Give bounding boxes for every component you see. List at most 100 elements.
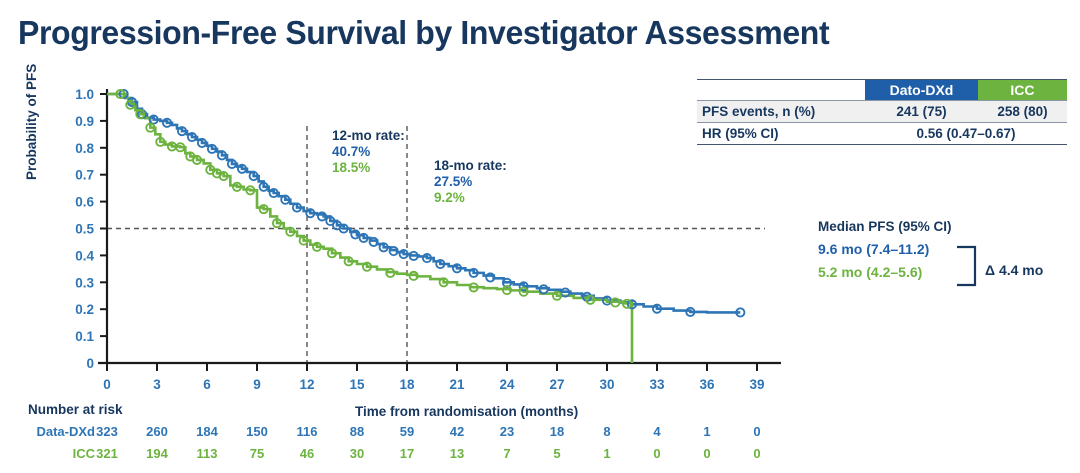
censor-mark — [145, 122, 156, 133]
stats-value-hr: 0.56 (0.47–0.67) — [865, 122, 1067, 145]
stats-header-icc: ICC — [977, 79, 1067, 101]
censor-mark — [685, 306, 696, 317]
median-pfs-head: Median PFS (95% CI) — [818, 219, 952, 234]
censor-mark — [421, 253, 433, 264]
risk-count: 13 — [449, 446, 465, 461]
censor-mark — [338, 223, 349, 234]
censor-mark — [231, 181, 243, 192]
censor-mark — [291, 202, 303, 213]
censor-mark — [438, 277, 449, 288]
median-pfs-icc: 5.2 mo (4.2–5.6) — [818, 264, 923, 280]
censor-mark — [245, 185, 256, 196]
censor-mark — [560, 287, 571, 298]
stats-row-label-hr: HR (95% CI) — [697, 122, 865, 145]
svg-text:39: 39 — [749, 377, 764, 392]
svg-text:0.5: 0.5 — [75, 222, 94, 237]
stats-table-header-row: Dato-DXd ICC — [697, 79, 1067, 101]
censor-mark — [316, 211, 328, 222]
table-row: ICC 321 194 113 75 46 30 17 13 7 5 1 0 0 0 — [0, 446, 800, 468]
censor-mark — [551, 290, 563, 301]
svg-text:6: 6 — [203, 377, 211, 392]
censor-mark — [361, 261, 373, 272]
annotation-12mo-dato: 40.7% — [332, 144, 371, 159]
risk-count: 260 — [146, 424, 168, 439]
censor-mark — [118, 88, 129, 100]
censor-mark — [408, 250, 419, 261]
svg-text:30: 30 — [599, 377, 614, 392]
censor-mark — [161, 117, 173, 128]
median-pfs-dato: 9.6 mo (7.4–11.2) — [818, 241, 930, 257]
censor-mark — [585, 294, 596, 305]
censor-mark — [485, 272, 496, 283]
risk-count: 0 — [753, 424, 761, 439]
page-title: Progression-Free Survival by Investigato… — [18, 14, 830, 51]
censor-mark — [216, 150, 228, 161]
censor-mark — [621, 298, 633, 309]
risk-count: 75 — [249, 446, 265, 461]
risk-count: 59 — [399, 424, 415, 439]
censor-mark — [248, 170, 259, 182]
risk-count: 0 — [753, 446, 761, 461]
annotation-12mo-rate: 12-mo rate: 40.7% 18.5% — [332, 128, 405, 176]
svg-text:18: 18 — [399, 377, 415, 392]
svg-text:21: 21 — [449, 377, 465, 392]
svg-text:0.2: 0.2 — [75, 302, 94, 317]
censor-mark — [268, 187, 279, 199]
censor-mark — [115, 88, 126, 100]
censor-mark — [226, 158, 238, 169]
censor-mark — [398, 249, 409, 260]
svg-text:0.9: 0.9 — [75, 114, 94, 129]
annotation-median-pfs: Median PFS (95% CI) 9.6 mo (7.4–11.2) 5.… — [818, 216, 952, 284]
reference-lines — [107, 126, 765, 363]
censor-mark — [311, 241, 323, 252]
censor-mark — [451, 263, 463, 274]
axis-lines — [98, 89, 781, 365]
svg-text:0.4: 0.4 — [75, 248, 94, 263]
censor-mark — [258, 181, 269, 192]
svg-text:0.8: 0.8 — [75, 141, 94, 156]
risk-count: 184 — [196, 424, 218, 439]
svg-text:0.6: 0.6 — [75, 195, 94, 210]
censor-mark — [368, 236, 379, 247]
stats-header-blank — [697, 79, 865, 101]
risk-count: 0 — [703, 446, 711, 461]
risk-count: 7 — [503, 446, 511, 461]
risk-count: 88 — [349, 424, 365, 439]
risk-count: 1 — [703, 424, 711, 439]
svg-text:36: 36 — [699, 377, 715, 392]
annotation-12mo-icc: 18.5% — [332, 160, 371, 175]
axis-ticks — [100, 93, 758, 371]
stats-table: Dato-DXd ICC PFS events, n (%) 241 (75) … — [697, 79, 1067, 145]
risk-count: 42 — [449, 424, 465, 439]
censor-mark — [435, 258, 446, 270]
censor-mark — [378, 242, 389, 253]
x-axis-title: Time from randomisation (months) — [355, 404, 579, 419]
risk-count: 0 — [653, 446, 661, 461]
censor-mark — [206, 143, 218, 154]
km-plot: 1.0 0.9 0.8 0.7 0.6 0.5 0.4 0.3 0.2 0.1 0 0 3 6 9 12 15 1… — [0, 70, 800, 400]
risk-count: 5 — [553, 446, 561, 461]
svg-text:0.7: 0.7 — [75, 168, 94, 183]
censor-mark — [186, 131, 198, 143]
survival-curve-dato-dxd — [107, 92, 741, 314]
risk-count: 18 — [549, 424, 565, 439]
risk-count: 46 — [299, 446, 315, 461]
censor-mark — [735, 307, 746, 318]
censor-mark — [218, 170, 229, 182]
censor-mark — [518, 286, 529, 297]
risk-count: 113 — [196, 446, 218, 461]
censor-mark — [155, 136, 166, 147]
censor-mark — [280, 194, 291, 205]
svg-text:0.3: 0.3 — [75, 275, 94, 290]
censor-mark — [196, 137, 208, 149]
censor-mark — [538, 284, 549, 295]
censor-mark — [388, 246, 399, 257]
censor-mark — [408, 270, 419, 281]
censor-mark — [651, 303, 663, 314]
risk-count: 323 — [96, 424, 118, 439]
table-row: HR (95% CI) 0.56 (0.47–0.67) — [697, 122, 1067, 145]
censor-mark — [135, 109, 146, 120]
censor-mark — [358, 232, 369, 243]
censor-mark — [326, 248, 338, 259]
